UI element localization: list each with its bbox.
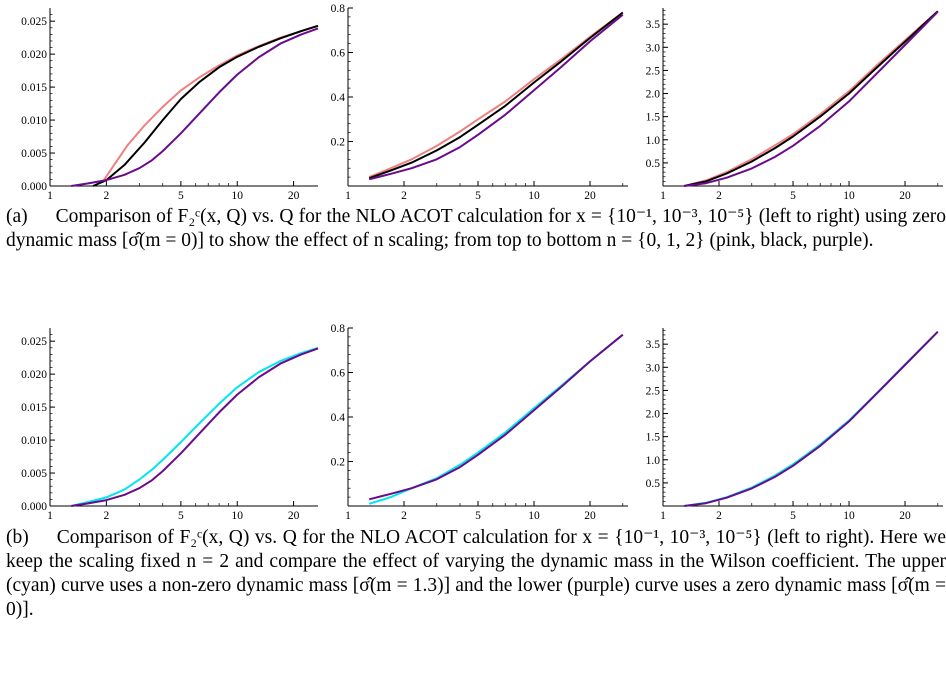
y-tick-label: 0.025 xyxy=(21,336,47,348)
figure-b-panel-left: 0.000 0.005 0.010 0.015 0.020 0.025 1 2 5 10 20 xyxy=(0,320,320,524)
y-tick-label: 3.5 xyxy=(646,19,661,31)
series-line-1 xyxy=(92,24,319,187)
chart-a-2: 0.2 0.4 0.6 0.8 1 2 5 10 20 xyxy=(331,3,628,202)
x-tick-label: 2 xyxy=(103,510,109,522)
x-tick-label: 2 xyxy=(716,510,722,522)
x-tick-label: 20 xyxy=(899,190,911,202)
series-line-0 xyxy=(368,11,624,179)
y-tick-label: 0.020 xyxy=(21,369,47,381)
series-line-1 xyxy=(368,333,624,501)
x-tick-label: 5 xyxy=(790,510,796,522)
x-tick-label: 5 xyxy=(178,510,184,522)
x-tick-label: 5 xyxy=(475,510,481,522)
caption-a-label: (a) xyxy=(6,206,28,227)
x-tick-label: 1 xyxy=(345,510,351,522)
y-tick-label: 3.5 xyxy=(646,339,661,351)
chart-a-1: 0.000 0.005 0.010 0.015 0.020 0.025 1 2 5 10 20 xyxy=(21,8,319,202)
x-tick-label: 1 xyxy=(345,190,351,202)
x-tick-label: 2 xyxy=(716,190,722,202)
x-tick-label: 20 xyxy=(288,190,300,202)
series-line-0 xyxy=(683,10,939,187)
y-tick-label: 0.010 xyxy=(21,435,47,447)
y-tick-label: 0.000 xyxy=(21,181,47,193)
y-tick-label: 0.4 xyxy=(331,412,346,424)
series-line-1 xyxy=(71,347,319,507)
y-tick-label: 0.4 xyxy=(331,92,346,104)
x-tick-label: 5 xyxy=(178,190,184,202)
x-tick-label: 5 xyxy=(790,190,796,202)
y-tick-label: 0.015 xyxy=(21,402,47,414)
y-tick-label: 1.5 xyxy=(646,112,661,124)
y-tick-label: 1.0 xyxy=(646,135,661,147)
y-tick-label: 0.5 xyxy=(646,158,661,170)
figure-b-panel-right: 0.5 1.0 1.5 2.0 2.5 3.0 3.5 1 2 5 10 20 xyxy=(625,320,946,524)
caption-a: (a) Comparison of F₂ᶜ(x, Q) vs. Q for the… xyxy=(6,205,946,253)
series-line-0 xyxy=(101,24,319,184)
series-line-1 xyxy=(683,10,939,187)
chart-a-3: 0.5 1.0 1.5 2.0 2.5 3.0 3.5 1 2 5 10 20 xyxy=(646,8,943,202)
y-tick-label: 1.5 xyxy=(646,432,661,444)
series-line-2 xyxy=(71,27,319,187)
x-tick-label: 1 xyxy=(47,510,53,522)
caption-b: (b) Comparison of F₂ᶜ(x, Q) vs. Q for the… xyxy=(6,526,946,622)
y-tick-label: 0.005 xyxy=(21,148,47,160)
figure-a-panel-middle: 0.2 0.4 0.6 0.8 1 2 5 10 20 xyxy=(310,0,630,204)
figure-b-panel-middle: 0.2 0.4 0.6 0.8 1 2 5 10 20 xyxy=(310,320,630,524)
caption-a-text: Comparison of F₂ᶜ(x, Q) vs. Q for the NL… xyxy=(6,206,946,251)
x-tick-label: 10 xyxy=(231,190,243,202)
y-tick-label: 3.0 xyxy=(646,362,661,374)
series-line-0 xyxy=(71,346,319,507)
x-tick-label: 10 xyxy=(843,190,855,202)
y-tick-label: 0.6 xyxy=(331,48,346,60)
series-line-1 xyxy=(684,330,939,507)
x-tick-label: 10 xyxy=(528,190,540,202)
y-tick-label: 0.010 xyxy=(21,115,47,127)
y-tick-label: 1.0 xyxy=(646,455,661,467)
x-tick-label: 10 xyxy=(231,510,243,522)
x-tick-label: 20 xyxy=(584,510,596,522)
y-tick-label: 3.0 xyxy=(646,42,661,54)
x-tick-label: 1 xyxy=(660,510,666,522)
series-line-2 xyxy=(684,10,939,187)
x-tick-label: 10 xyxy=(528,510,540,522)
x-tick-label: 2 xyxy=(103,190,109,202)
chart-b-3: 0.5 1.0 1.5 2.0 2.5 3.0 3.5 1 2 5 10 20 xyxy=(646,328,943,522)
y-tick-label: 0.2 xyxy=(331,137,346,149)
y-tick-label: 0.6 xyxy=(331,368,346,380)
series-line-1 xyxy=(368,11,624,180)
caption-b-text: Comparison of F₂ᶜ(x, Q) vs. Q for the NL… xyxy=(6,527,946,620)
figure-a-panel-left: 0.000 0.005 0.010 0.015 0.020 0.025 1 2 5 10 20 xyxy=(0,0,320,204)
y-tick-label: 2.0 xyxy=(646,89,661,101)
series-line-2 xyxy=(368,13,624,181)
y-tick-label: 0.8 xyxy=(331,323,346,335)
series-line-0 xyxy=(684,330,939,507)
chart-b-1: 0.000 0.005 0.010 0.015 0.020 0.025 1 2 5 10 20 xyxy=(21,328,319,522)
chart-b-2: 0.2 0.4 0.6 0.8 1 2 5 10 20 xyxy=(331,323,628,522)
x-tick-label: 2 xyxy=(401,510,407,522)
y-tick-label: 0.8 xyxy=(331,3,346,15)
y-tick-label: 0.000 xyxy=(21,501,47,513)
x-tick-label: 1 xyxy=(47,190,53,202)
x-tick-label: 10 xyxy=(843,510,855,522)
series-line-0 xyxy=(368,333,624,505)
y-tick-label: 2.5 xyxy=(646,65,661,77)
x-tick-label: 2 xyxy=(401,190,407,202)
y-tick-label: 2.0 xyxy=(646,409,661,421)
figure-a-panel-right: 0.5 1.0 1.5 2.0 2.5 3.0 3.5 1 2 5 10 20 xyxy=(625,0,946,204)
x-tick-label: 20 xyxy=(288,510,300,522)
x-tick-label: 20 xyxy=(899,510,911,522)
y-tick-label: 0.015 xyxy=(21,82,47,94)
x-tick-label: 5 xyxy=(475,190,481,202)
caption-b-label: (b) xyxy=(6,527,29,548)
x-tick-label: 20 xyxy=(584,190,596,202)
y-tick-label: 0.025 xyxy=(21,16,47,28)
y-tick-label: 0.5 xyxy=(646,478,661,490)
x-tick-label: 1 xyxy=(660,190,666,202)
y-tick-label: 2.5 xyxy=(646,385,661,397)
y-tick-label: 0.020 xyxy=(21,49,47,61)
y-tick-label: 0.005 xyxy=(21,468,47,480)
y-tick-label: 0.2 xyxy=(331,457,346,469)
